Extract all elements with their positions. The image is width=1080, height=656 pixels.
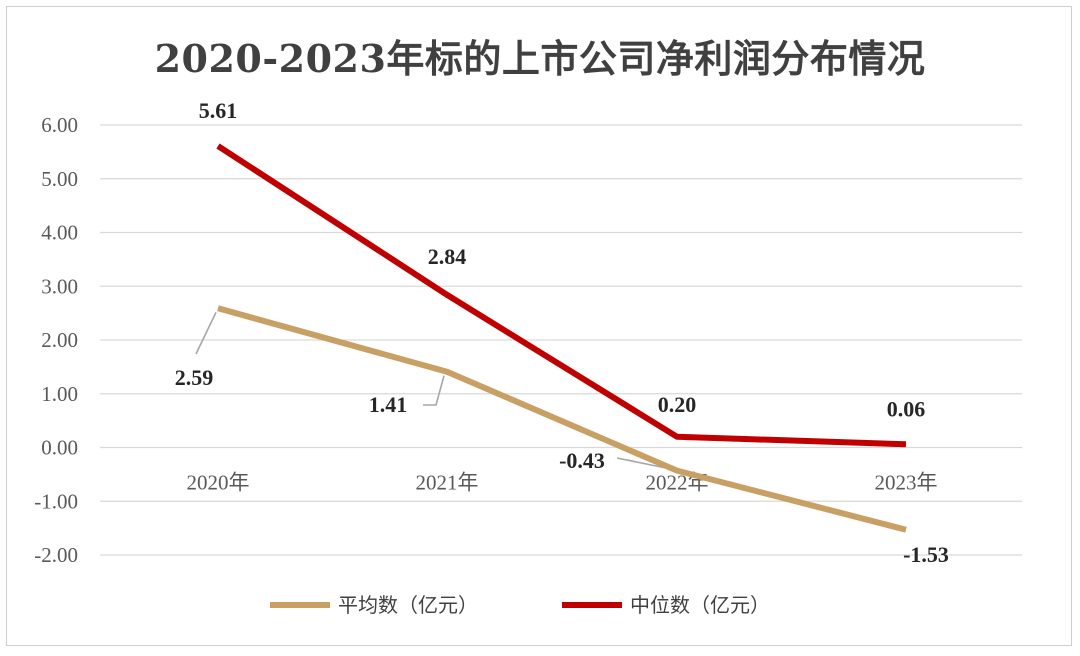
leader-line <box>195 311 217 355</box>
y-tick-label: 2.00 <box>41 328 78 352</box>
y-tick-label: 5.00 <box>41 167 78 191</box>
data-label-mean: -1.53 <box>903 542 949 567</box>
legend-label: 中位数（亿元） <box>630 593 770 617</box>
series-lines <box>216 143 907 533</box>
chart-title: 2020-2023年标的上市公司净利润分布情况 <box>154 36 926 81</box>
y-tick-label: 0.00 <box>41 436 78 460</box>
y-tick-label: -1.00 <box>34 489 78 513</box>
legend: 平均数（亿元） 中位数（亿元） <box>270 593 770 617</box>
data-label-mean: 1.41 <box>369 392 408 417</box>
data-label-mean: -0.43 <box>559 448 605 473</box>
label-leader-lines <box>195 311 670 470</box>
data-label-median: 0.06 <box>887 396 926 421</box>
y-tick-label: 4.00 <box>41 221 78 245</box>
data-labels: 5.61 2.84 0.20 0.06 2.59 1.41 -0.43 -1.53 <box>175 98 949 567</box>
x-tick-label: 2020年 <box>187 471 250 495</box>
y-tick-label: 6.00 <box>41 113 78 137</box>
x-tick-label: 2023年 <box>875 471 938 495</box>
x-tick-label: 2021年 <box>416 471 479 495</box>
data-label-mean: 2.59 <box>175 365 214 390</box>
gridlines <box>100 124 1022 556</box>
chart-frame <box>6 6 1072 646</box>
data-label-median: 5.61 <box>199 98 238 123</box>
y-tick-label: 1.00 <box>41 382 78 406</box>
y-tick-label: 3.00 <box>41 274 78 298</box>
y-tick-label: -2.00 <box>34 543 78 567</box>
series-line-mean <box>217 305 907 533</box>
series-line-median <box>216 143 907 448</box>
leader-line <box>423 375 445 406</box>
legend-item-median: 中位数（亿元） <box>562 593 770 617</box>
y-axis-ticks: 6.00 5.00 4.00 3.00 2.00 1.00 0.00 -1.00 -2.00 <box>34 113 78 567</box>
legend-label: 平均数（亿元） <box>338 593 478 617</box>
leader-line <box>616 457 670 470</box>
data-label-median: 0.20 <box>658 392 697 417</box>
x-axis-ticks: 2020年 2021年 2022年 2023年 <box>187 471 938 495</box>
data-label-median: 2.84 <box>428 244 467 269</box>
legend-item-mean: 平均数（亿元） <box>270 593 478 617</box>
